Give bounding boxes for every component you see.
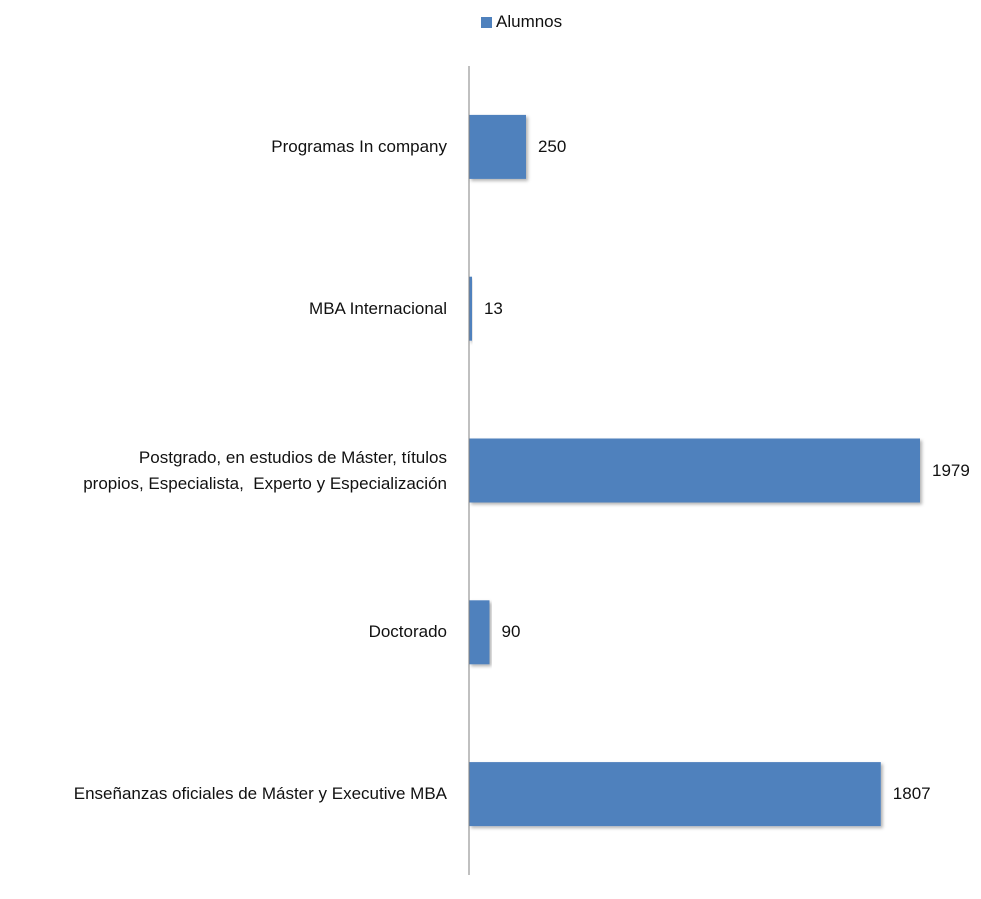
data-label: 250 bbox=[537, 136, 567, 156]
category-label-line: Postgrado, en estudios de Máster, título… bbox=[138, 447, 447, 467]
category-label: Doctorado bbox=[369, 619, 447, 645]
data-label: 13 bbox=[483, 298, 503, 318]
data-label: 90 bbox=[501, 622, 521, 642]
bars-group bbox=[469, 114, 920, 827]
legend-label: Alumnos bbox=[496, 12, 563, 31]
legend-swatch bbox=[481, 16, 492, 28]
legend: Alumnos bbox=[481, 12, 562, 32]
data-label: 1979 bbox=[932, 460, 970, 480]
bar bbox=[469, 600, 490, 665]
category-label: Enseñanzas oficiales de Máster y Executi… bbox=[74, 781, 447, 807]
category-label: Programas In company bbox=[271, 134, 447, 160]
bar bbox=[469, 438, 920, 503]
category-label-line: Doctorado bbox=[368, 622, 447, 642]
bar bbox=[469, 114, 526, 179]
category-label-line: MBA Internacional bbox=[309, 298, 447, 318]
category-label: Postgrado, en estudios de Máster, título… bbox=[83, 445, 447, 497]
category-label-line: propios, Especialista, Experto y Especia… bbox=[83, 473, 447, 493]
bar bbox=[469, 762, 881, 827]
category-label-line: Enseñanzas oficiales de Máster y Executi… bbox=[73, 784, 447, 804]
category-label: MBA Internacional bbox=[309, 296, 447, 322]
category-label-line: Programas In company bbox=[271, 136, 447, 156]
bar bbox=[469, 276, 472, 341]
data-label: 1807 bbox=[892, 784, 931, 804]
